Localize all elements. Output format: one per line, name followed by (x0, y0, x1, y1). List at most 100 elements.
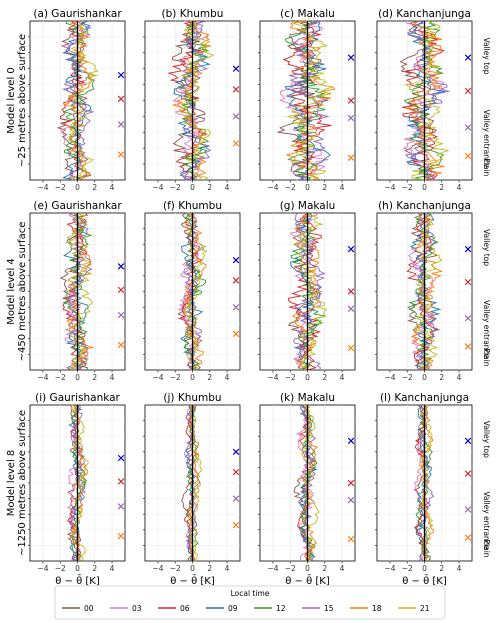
x-tick-label: −4 (267, 373, 278, 382)
legend-label-03: 03 (132, 604, 142, 613)
marker-x (464, 278, 472, 286)
x-tick-label: 2 (322, 183, 327, 192)
marker-x (117, 95, 125, 103)
x-tick-label: −2 (285, 373, 296, 382)
marker-x (117, 121, 125, 128)
series-line-21 (178, 20, 215, 181)
marker-x (347, 114, 355, 122)
marker-x (232, 303, 240, 311)
legend-label-09: 09 (228, 604, 238, 613)
panel-5: (f) Khumbu −4 −2 0 2 4 (143, 200, 241, 382)
panel-9: (j) Khumbu −4 −2 0 2 4 θ − θ̄ [K] (143, 392, 241, 587)
x-tick-label: −2 (170, 564, 181, 573)
marker-x (464, 54, 472, 61)
panel-6: (g) Makalu −4 −2 0 2 4 (258, 200, 356, 382)
x-tick-label: −4 (267, 564, 278, 573)
marker-x (347, 535, 355, 543)
marker-x (117, 263, 125, 270)
legend-label-12: 12 (276, 604, 286, 613)
x-tick-label: 0 (305, 564, 310, 573)
side-label-valley-entrance: Valley entrance (482, 491, 491, 550)
marker-x (347, 437, 355, 445)
series-line-18 (291, 212, 323, 371)
marker-x (232, 256, 240, 264)
x-tick-label: 4 (457, 183, 462, 192)
marker-x (117, 478, 125, 485)
panel-3: (d) Kanchanjunga −4 −2 0 2 4 (375, 8, 473, 192)
panel-title: (a) Gaurishankar (33, 8, 122, 20)
legend-box (54, 585, 446, 620)
x-tick-label: 2 (322, 373, 327, 382)
x-tick-label: 2 (207, 373, 212, 382)
row-label: Model level 4 (6, 258, 17, 325)
x-tick-label: −2 (402, 564, 413, 573)
series-line-12 (182, 212, 207, 371)
row-label: ~450 metres above surface (17, 222, 28, 362)
x-tick-label: −2 (285, 183, 296, 192)
x-tick-label: −2 (55, 373, 66, 382)
marker-x (347, 245, 355, 253)
series-line-18 (66, 212, 94, 371)
marker-x (347, 97, 355, 104)
legend: Local time 00 03 06 09 12 15 18 21 (54, 585, 446, 620)
x-tick-label: −2 (170, 373, 181, 382)
panel-1: (b) Khumbu −4 −2 0 2 4 (143, 8, 241, 192)
side-label-valley-top: Valley top (482, 37, 491, 74)
x-tick-label: 4 (110, 183, 115, 192)
panel-title: (f) Khumbu (163, 200, 222, 212)
marker-x (464, 437, 472, 445)
legend-label-18: 18 (372, 604, 382, 613)
marker-x (347, 305, 355, 312)
side-label-plain: Plain (482, 158, 491, 176)
marker-x (464, 245, 472, 253)
marker-x (464, 314, 472, 322)
series-line-18 (62, 20, 94, 181)
x-tick-label: −2 (402, 373, 413, 382)
row-label: Model level 0 (6, 67, 17, 134)
panel-title: (c) Makalu (280, 8, 335, 20)
marker-x (232, 521, 240, 529)
series-line-21 (414, 212, 443, 371)
marker-x (347, 496, 355, 504)
panel-0: (a) Gaurishankar −4 −2 0 2 4 (28, 8, 126, 192)
x-tick-label: 0 (422, 373, 427, 382)
x-tick-label: −2 (55, 564, 66, 573)
series-line-21 (67, 20, 99, 181)
series-line-15 (411, 212, 441, 371)
x-tick-label: −4 (384, 373, 395, 382)
x-tick-label: −4 (152, 183, 163, 192)
series-line-21 (292, 212, 328, 371)
side-label-valley-entrance: Valley entrance (482, 110, 491, 169)
x-tick-label: −4 (37, 373, 48, 382)
x-tick-label: 0 (190, 183, 195, 192)
panel-2: (c) Makalu −4 −2 0 2 4 (258, 8, 356, 192)
panel-title: (d) Kanchanjunga (378, 8, 471, 20)
x-tick-label: 4 (225, 373, 230, 382)
x-tick-label: −2 (402, 183, 413, 192)
series-line-12 (185, 404, 200, 562)
x-tick-label: −4 (152, 373, 163, 382)
marker-x (232, 65, 240, 72)
panel-title: (b) Khumbu (162, 8, 224, 20)
marker-x (117, 454, 125, 462)
marker-x (117, 286, 125, 294)
legend-label-15: 15 (324, 604, 334, 613)
series-line-15 (175, 20, 212, 181)
panel-title: (j) Khumbu (163, 392, 221, 404)
marker-x (232, 468, 240, 476)
x-tick-label: 4 (340, 373, 345, 382)
marker-x (464, 506, 472, 513)
x-tick-label: 0 (75, 564, 80, 573)
marker-x (232, 495, 240, 502)
x-axis-label: θ − θ̄ [K] (285, 574, 330, 587)
x-tick-label: −2 (285, 564, 296, 573)
series-line-15 (289, 20, 330, 181)
series-line-00 (66, 404, 83, 562)
series-line-21 (404, 20, 449, 181)
x-tick-label: −4 (152, 564, 163, 573)
legend-label-06: 06 (180, 604, 190, 613)
x-tick-label: 4 (225, 183, 230, 192)
x-tick-label: 0 (75, 373, 80, 382)
x-tick-label: 2 (439, 564, 444, 573)
panel-title: (l) Kanchanjunga (380, 392, 469, 404)
